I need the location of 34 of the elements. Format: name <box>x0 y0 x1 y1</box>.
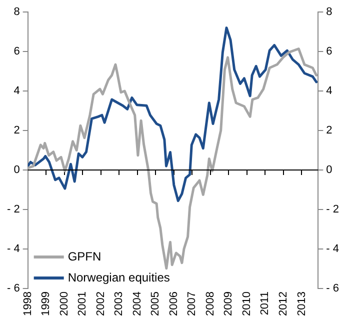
x-tick-label: 2007 <box>186 292 198 316</box>
x-tick-label: 2001 <box>76 292 89 316</box>
y-tick-label: 6 <box>14 46 20 58</box>
x-tick-label: 2002 <box>94 292 107 316</box>
x-tick-label: 1998 <box>22 292 34 316</box>
y2-tick-label: 2 <box>326 124 332 137</box>
y-tick-label: - 2 <box>6 204 20 216</box>
y2-tick-label: - 4 <box>326 243 340 256</box>
x-tick-label: 2006 <box>168 292 180 316</box>
x-tick-label: 2004 <box>131 292 144 316</box>
y-tick-label: 8 <box>14 6 20 18</box>
legend-label: Norwegian equities <box>68 270 170 284</box>
y-tick-label: - 6 <box>6 282 20 295</box>
y-tick-label: 4 <box>14 85 20 98</box>
y2-tick-label: - 6 <box>326 282 340 295</box>
y2-tick-label: 4 <box>326 85 332 98</box>
x-tick-label: 2011 <box>259 292 272 316</box>
x-tick-label: 2008 <box>204 292 216 316</box>
y2-tick-label: 6 <box>326 46 332 58</box>
x-tick-label: 2010 <box>240 292 253 316</box>
x-tick-label: 2003 <box>113 292 126 316</box>
x-tick-label: 2005 <box>150 292 162 316</box>
y-tick-label: - 4 <box>6 243 20 256</box>
legend-label: GPFN <box>68 249 102 264</box>
x-tick-label: 1999 <box>40 292 52 316</box>
x-tick-label: 2009 <box>222 292 235 316</box>
y2-tick-label: 8 <box>326 6 332 18</box>
y2-tick-label: 0 <box>326 164 332 176</box>
y-tick-label: 2 <box>14 124 20 137</box>
x-tick-label: 2000 <box>58 292 70 316</box>
x-tick-label: 2013 <box>296 292 308 316</box>
x-tick-label: 2012 <box>278 292 290 316</box>
y2-tick-label: - 2 <box>326 204 340 216</box>
y-tick-label: 0 <box>14 164 20 176</box>
